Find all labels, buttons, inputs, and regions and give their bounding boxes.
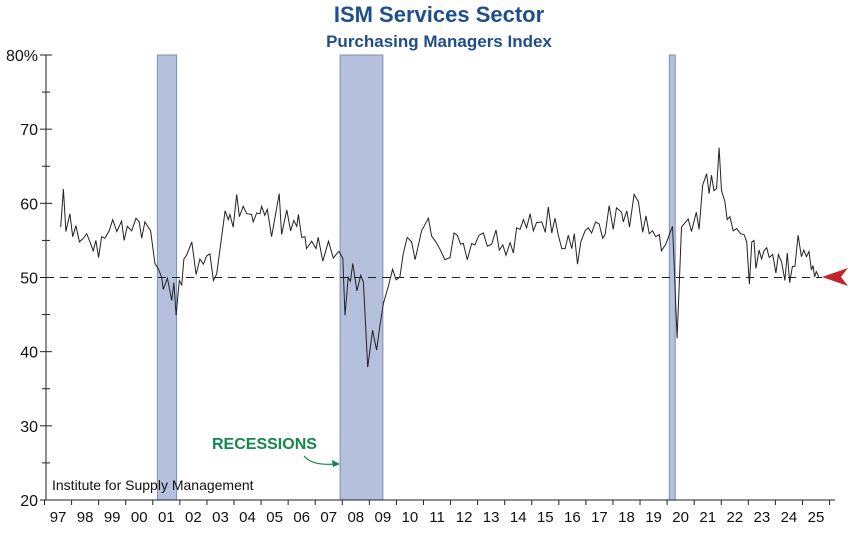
x-tick-label: 17 xyxy=(591,509,608,526)
source-label: Institute for Supply Management xyxy=(52,477,254,493)
y-tick-label: 60 xyxy=(20,196,38,213)
chart-title: ISM Services Sector xyxy=(334,2,545,27)
chart-subtitle: Purchasing Managers Index xyxy=(326,32,552,51)
recessions-arrow xyxy=(303,455,337,465)
x-tick-label: 19 xyxy=(645,509,662,526)
y-tick-label: 30 xyxy=(20,419,38,436)
x-tick-label: 24 xyxy=(781,509,798,526)
x-tick-label: 21 xyxy=(699,509,716,526)
x-tick-label: 06 xyxy=(293,509,310,526)
x-tick-label: 14 xyxy=(510,509,527,526)
y-tick-label: 80% xyxy=(6,48,38,65)
x-tick-label: 23 xyxy=(754,509,771,526)
x-tick-label: 20 xyxy=(672,509,689,526)
x-tick-label: 15 xyxy=(537,509,554,526)
x-tick-label: 98 xyxy=(77,509,94,526)
x-tick-label: 01 xyxy=(158,509,175,526)
current-level-arrow-icon xyxy=(822,268,848,286)
x-tick-label: 11 xyxy=(429,509,445,526)
axes: 20 30 40 50 60 70 80% 97 98 99 00 01 02 03 04 05 06 07 08 0… xyxy=(6,48,835,526)
x-tick-label: 97 xyxy=(50,509,67,526)
x-tick-label: 04 xyxy=(239,509,256,526)
recessions-arrowhead xyxy=(332,460,340,467)
x-tick-label: 16 xyxy=(564,509,581,526)
y-tick-label: 70 xyxy=(20,122,38,139)
x-tick-label: 09 xyxy=(375,509,392,526)
x-tick-label: 03 xyxy=(212,509,229,526)
x-tick-label: 07 xyxy=(320,509,337,526)
y-tick-label: 20 xyxy=(20,493,38,510)
x-tick-label: 10 xyxy=(402,509,419,526)
x-tick-label: 25 xyxy=(808,509,825,526)
recessions-annotation: RECESSIONS xyxy=(212,436,317,453)
x-tick-label: 99 xyxy=(104,509,121,526)
x-tick-label: 00 xyxy=(131,509,148,526)
x-tick-label: 22 xyxy=(726,509,743,526)
x-tick-label: 13 xyxy=(483,509,500,526)
y-tick-label: 50 xyxy=(20,271,38,288)
series-line-ism-services-pmi xyxy=(60,147,820,368)
x-tick-label: 05 xyxy=(266,509,283,526)
x-tick-label: 08 xyxy=(347,509,364,526)
y-tick-label: 40 xyxy=(20,345,38,362)
x-tick-label: 02 xyxy=(185,509,202,526)
x-tick-label: 18 xyxy=(618,509,635,526)
x-tick-label: 12 xyxy=(456,509,473,526)
